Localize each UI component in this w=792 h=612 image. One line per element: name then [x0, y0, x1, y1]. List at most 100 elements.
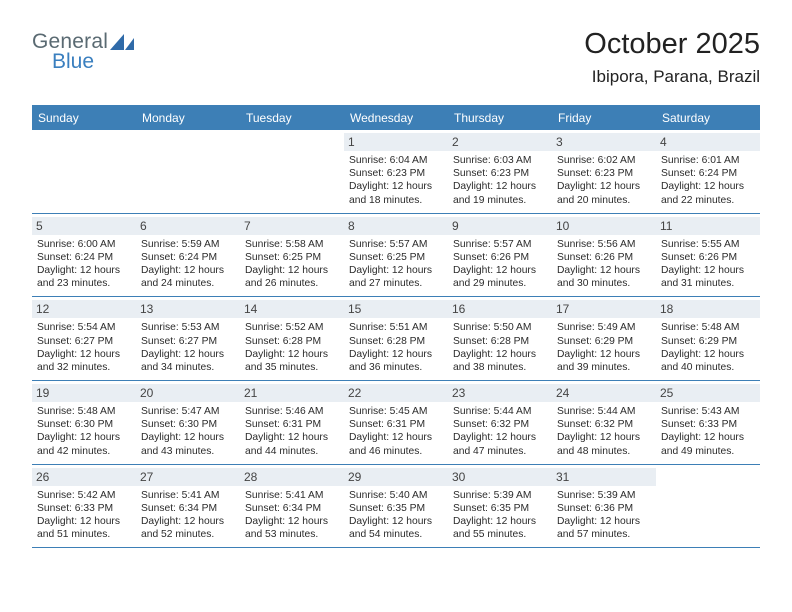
sunrise-text: Sunrise: 6:02 AM [557, 154, 651, 167]
sunset-text: Sunset: 6:31 PM [349, 418, 443, 431]
day-cell: 24Sunrise: 5:44 AMSunset: 6:32 PMDayligh… [552, 381, 656, 464]
sunset-text: Sunset: 6:34 PM [141, 502, 235, 515]
sunset-text: Sunset: 6:28 PM [453, 335, 547, 348]
title-block: October 2025 Ibipora, Parana, Brazil [584, 28, 760, 87]
daylight-text: Daylight: 12 hours and 20 minutes. [557, 180, 651, 206]
sunset-text: Sunset: 6:29 PM [557, 335, 651, 348]
daylight-text: Daylight: 12 hours and 36 minutes. [349, 348, 443, 374]
day-cell: 23Sunrise: 5:44 AMSunset: 6:32 PMDayligh… [448, 381, 552, 464]
sunrise-text: Sunrise: 5:43 AM [661, 405, 755, 418]
day-cell: 2 Sunrise: 6:03 AMSunset: 6:23 PMDaylight… [448, 130, 552, 213]
daylight-text: Daylight: 12 hours and 53 minutes. [245, 515, 339, 541]
day-cell [32, 130, 136, 213]
location-label: Ibipora, Parana, Brazil [584, 67, 760, 87]
sunset-text: Sunset: 6:28 PM [349, 335, 443, 348]
daylight-text: Daylight: 12 hours and 42 minutes. [37, 431, 131, 457]
daylight-text: Daylight: 12 hours and 29 minutes. [453, 264, 547, 290]
sunset-text: Sunset: 6:24 PM [661, 167, 755, 180]
daylight-text: Daylight: 12 hours and 48 minutes. [557, 431, 651, 457]
sunrise-text: Sunrise: 5:53 AM [141, 321, 235, 334]
day-cell: 18Sunrise: 5:48 AMSunset: 6:29 PMDayligh… [656, 297, 760, 380]
day-cell: 7Sunrise: 5:58 AMSunset: 6:25 PMDaylight… [240, 214, 344, 297]
day-cell: 20Sunrise: 5:47 AMSunset: 6:30 PMDayligh… [136, 381, 240, 464]
sunset-text: Sunset: 6:26 PM [453, 251, 547, 264]
day-number: 26 [32, 468, 136, 486]
daylight-text: Daylight: 12 hours and 40 minutes. [661, 348, 755, 374]
logo: General Blue [32, 28, 134, 74]
sunset-text: Sunset: 6:32 PM [453, 418, 547, 431]
day-header: Wednesday [344, 107, 448, 130]
day-cell: 8Sunrise: 5:57 AMSunset: 6:25 PMDaylight… [344, 214, 448, 297]
sunset-text: Sunset: 6:24 PM [141, 251, 235, 264]
daylight-text: Daylight: 12 hours and 22 minutes. [661, 180, 755, 206]
day-number: 12 [32, 300, 136, 318]
day-cell: 29Sunrise: 5:40 AMSunset: 6:35 PMDayligh… [344, 465, 448, 548]
sunrise-text: Sunrise: 6:03 AM [453, 154, 547, 167]
sunrise-text: Sunrise: 5:42 AM [37, 489, 131, 502]
sunset-text: Sunset: 6:33 PM [661, 418, 755, 431]
sunrise-text: Sunrise: 5:57 AM [453, 238, 547, 251]
week-row: 5Sunrise: 6:00 AMSunset: 6:24 PMDaylight… [32, 214, 760, 298]
day-cell: 12Sunrise: 5:54 AMSunset: 6:27 PMDayligh… [32, 297, 136, 380]
day-cell: 27Sunrise: 5:41 AMSunset: 6:34 PMDayligh… [136, 465, 240, 548]
day-number: 16 [448, 300, 552, 318]
sunset-text: Sunset: 6:27 PM [141, 335, 235, 348]
sunset-text: Sunset: 6:35 PM [453, 502, 547, 515]
day-cell: 14Sunrise: 5:52 AMSunset: 6:28 PMDayligh… [240, 297, 344, 380]
day-number: 15 [344, 300, 448, 318]
day-cell: 26Sunrise: 5:42 AMSunset: 6:33 PMDayligh… [32, 465, 136, 548]
sunset-text: Sunset: 6:23 PM [557, 167, 651, 180]
sunrise-text: Sunrise: 5:58 AM [245, 238, 339, 251]
day-cell: 25Sunrise: 5:43 AMSunset: 6:33 PMDayligh… [656, 381, 760, 464]
sunset-text: Sunset: 6:29 PM [661, 335, 755, 348]
day-cell: 17Sunrise: 5:49 AMSunset: 6:29 PMDayligh… [552, 297, 656, 380]
daylight-text: Daylight: 12 hours and 43 minutes. [141, 431, 235, 457]
sunrise-text: Sunrise: 5:49 AM [557, 321, 651, 334]
sunrise-text: Sunrise: 5:48 AM [37, 405, 131, 418]
day-cell: 4Sunrise: 6:01 AMSunset: 6:24 PMDaylight… [656, 130, 760, 213]
daylight-text: Daylight: 12 hours and 23 minutes. [37, 264, 131, 290]
sunrise-text: Sunrise: 5:44 AM [557, 405, 651, 418]
day-number: 18 [656, 300, 760, 318]
day-cell: 10Sunrise: 5:56 AMSunset: 6:26 PMDayligh… [552, 214, 656, 297]
day-number: 2 [448, 133, 552, 151]
week-row: 12Sunrise: 5:54 AMSunset: 6:27 PMDayligh… [32, 297, 760, 381]
daylight-text: Daylight: 12 hours and 30 minutes. [557, 264, 651, 290]
sunrise-text: Sunrise: 5:47 AM [141, 405, 235, 418]
sunrise-text: Sunrise: 5:40 AM [349, 489, 443, 502]
daylight-text: Daylight: 12 hours and 44 minutes. [245, 431, 339, 457]
day-header: Tuesday [240, 107, 344, 130]
sunset-text: Sunset: 6:30 PM [141, 418, 235, 431]
week-row: 26Sunrise: 5:42 AMSunset: 6:33 PMDayligh… [32, 465, 760, 549]
sunrise-text: Sunrise: 5:41 AM [141, 489, 235, 502]
day-cell: 1Sunrise: 6:04 AMSunset: 6:23 PMDaylight… [344, 130, 448, 213]
day-number: 25 [656, 384, 760, 402]
daylight-text: Daylight: 12 hours and 46 minutes. [349, 431, 443, 457]
day-number: 11 [656, 217, 760, 235]
day-number: 17 [552, 300, 656, 318]
daylight-text: Daylight: 12 hours and 57 minutes. [557, 515, 651, 541]
daylight-text: Daylight: 12 hours and 19 minutes. [453, 180, 547, 206]
day-number: 30 [448, 468, 552, 486]
sunrise-text: Sunrise: 5:41 AM [245, 489, 339, 502]
daylight-text: Daylight: 12 hours and 54 minutes. [349, 515, 443, 541]
day-number: 24 [552, 384, 656, 402]
day-header: Friday [552, 107, 656, 130]
daylight-text: Daylight: 12 hours and 52 minutes. [141, 515, 235, 541]
calendar-page: General Blue October 2025 Ibipora, Paran… [0, 0, 792, 548]
day-number: 4 [656, 133, 760, 151]
sunrise-text: Sunrise: 5:46 AM [245, 405, 339, 418]
day-number: 22 [344, 384, 448, 402]
sunrise-text: Sunrise: 5:55 AM [661, 238, 755, 251]
day-number: 3 [552, 133, 656, 151]
sunset-text: Sunset: 6:23 PM [453, 167, 547, 180]
daylight-text: Daylight: 12 hours and 26 minutes. [245, 264, 339, 290]
week-row: 1Sunrise: 6:04 AMSunset: 6:23 PMDaylight… [32, 130, 760, 214]
day-cell: 11Sunrise: 5:55 AMSunset: 6:26 PMDayligh… [656, 214, 760, 297]
day-number: 8 [344, 217, 448, 235]
calendar-grid: Sunday Monday Tuesday Wednesday Thursday… [32, 105, 760, 548]
day-number: 1 [344, 133, 448, 151]
sunset-text: Sunset: 6:27 PM [37, 335, 131, 348]
day-cell: 3 Sunrise: 6:02 AMSunset: 6:23 PMDaylight… [552, 130, 656, 213]
daylight-text: Daylight: 12 hours and 55 minutes. [453, 515, 547, 541]
